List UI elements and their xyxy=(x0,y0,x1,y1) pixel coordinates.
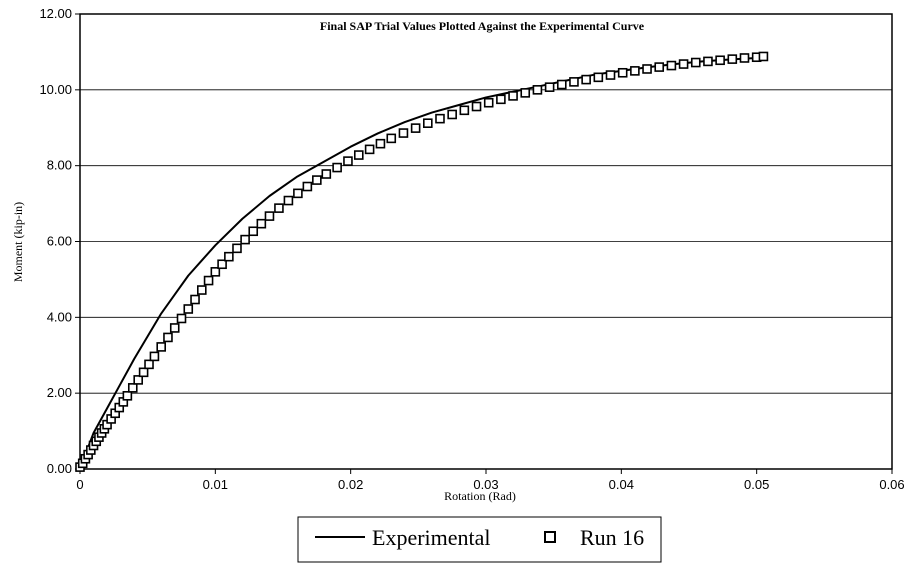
legend-square-swatch xyxy=(544,531,556,543)
run-16-point xyxy=(739,53,750,63)
legend-box xyxy=(297,516,662,563)
run-16-point xyxy=(435,113,445,124)
run-16-point xyxy=(293,188,303,199)
run-16-point xyxy=(605,70,616,80)
run-16-point xyxy=(642,64,652,74)
run-16-point xyxy=(197,285,207,295)
legend-label-run-16: Run 16 xyxy=(580,525,644,550)
run-16-point xyxy=(666,60,677,71)
run-16-point xyxy=(283,195,294,206)
run-16-point xyxy=(149,351,160,362)
series-experimental xyxy=(79,56,764,470)
run-16-point xyxy=(156,342,166,352)
run-16-point xyxy=(459,105,470,116)
series-run-16 xyxy=(75,51,769,472)
run-16-point xyxy=(122,391,133,401)
legend-label-experimental: Experimental xyxy=(372,525,491,550)
x-tick-label: 0.03 xyxy=(473,477,498,492)
run-16-point xyxy=(203,275,214,286)
run-16-point xyxy=(127,383,138,393)
run-16-point xyxy=(569,77,579,87)
y-tick-label: 10.00 xyxy=(39,82,72,97)
run-16-point xyxy=(353,150,364,160)
y-axis-title: Moment (kip-in) xyxy=(11,202,25,282)
run-16-point xyxy=(483,97,494,108)
experimental-line xyxy=(79,56,764,470)
run-16-point xyxy=(556,79,567,90)
chart-title: Final SAP Trial Values Plotted Against t… xyxy=(320,19,645,33)
y-axis-ticks: 0.00 2.00 4.00 6.00 8.00 10.00 12.00 xyxy=(39,6,80,476)
run-16-point xyxy=(410,123,421,133)
run-16-point xyxy=(496,94,506,105)
run-16-point xyxy=(617,67,628,78)
y-tick-label: 4.00 xyxy=(47,309,72,324)
run-16-point xyxy=(690,57,701,68)
run-16-point xyxy=(176,313,187,324)
run-16-point xyxy=(581,74,591,85)
run-16-point xyxy=(169,323,180,333)
run-16-point xyxy=(144,359,154,370)
run-16-point xyxy=(375,138,386,149)
y-tick-label: 12.00 xyxy=(39,6,72,21)
gridlines xyxy=(80,89,892,394)
y-tick-label: 0.00 xyxy=(47,461,72,476)
run-16-point xyxy=(593,72,604,83)
run-16-point xyxy=(274,203,284,213)
y-tick-label: 6.00 xyxy=(47,234,72,249)
x-tick-label: 0 xyxy=(76,477,83,492)
run-16-point xyxy=(544,82,555,92)
run-16-point xyxy=(447,109,457,120)
run-16-point xyxy=(224,251,234,262)
x-tick-label: 0.06 xyxy=(879,477,904,492)
x-tick-label: 0.04 xyxy=(609,477,634,492)
run-16-point xyxy=(423,118,433,128)
run-16-point xyxy=(217,259,227,270)
run-16-point xyxy=(727,54,738,64)
run-16-point xyxy=(321,169,332,179)
run-16-point xyxy=(532,85,543,95)
run-16-point xyxy=(332,162,342,173)
run-16-point xyxy=(133,375,143,385)
run-16-point xyxy=(210,267,221,277)
run-16-point xyxy=(183,304,194,314)
x-tick-label: 0.05 xyxy=(744,477,769,492)
run-16-point xyxy=(703,56,713,67)
run-16-point xyxy=(163,332,173,343)
run-16-point xyxy=(248,226,259,237)
run-16-point xyxy=(654,62,665,72)
x-tick-label: 0.01 xyxy=(203,477,228,492)
run-16-point xyxy=(256,218,267,229)
x-axis-title: Rotation (Rad) xyxy=(444,489,516,503)
run-16-point xyxy=(471,101,482,112)
run-16-point xyxy=(240,234,250,245)
run-16-point xyxy=(715,55,725,66)
legend: Experimental Run 16 xyxy=(297,516,662,563)
y-tick-label: 2.00 xyxy=(47,385,72,400)
run-16-point xyxy=(678,59,689,69)
run-16-point xyxy=(630,66,640,76)
run-16-point xyxy=(232,243,242,254)
run-16-point xyxy=(302,181,313,192)
run-16-point xyxy=(386,133,397,144)
run-16-point xyxy=(190,294,200,305)
run-16-point xyxy=(343,156,353,166)
run-16-point xyxy=(520,88,531,98)
run-16-point xyxy=(264,211,275,221)
y-tick-label: 8.00 xyxy=(47,158,72,173)
run-16-point xyxy=(758,51,769,62)
run-16-point xyxy=(364,144,375,155)
run-16-point xyxy=(138,367,149,378)
run-16-point xyxy=(508,91,518,101)
x-axis-ticks: 0 0.01 0.02 0.03 0.04 0.05 0.06 xyxy=(76,469,905,492)
run-16-point xyxy=(312,175,322,185)
x-tick-label: 0.02 xyxy=(338,477,363,492)
run-16-point xyxy=(398,128,409,138)
